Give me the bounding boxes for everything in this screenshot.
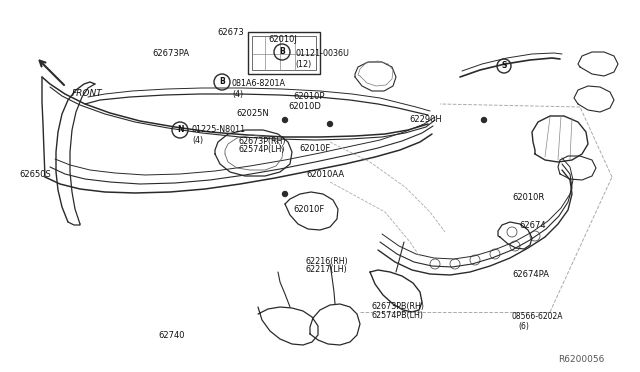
Bar	[252, 36, 316, 70]
Text: 62574P(LH): 62574P(LH)	[238, 145, 285, 154]
Text: N: N	[177, 125, 183, 135]
Text: 62216(RH): 62216(RH)	[306, 257, 349, 266]
Text: 081A6-8201A: 081A6-8201A	[232, 80, 286, 89]
Circle shape	[481, 118, 486, 122]
Text: 62010F: 62010F	[300, 144, 331, 153]
Text: 62290H: 62290H	[410, 115, 442, 124]
Text: 01225-N8011: 01225-N8011	[192, 125, 246, 135]
Text: (12): (12)	[295, 60, 311, 68]
Text: 62673PA: 62673PA	[152, 49, 189, 58]
Bar	[248, 32, 320, 74]
Text: 01121-0036U: 01121-0036U	[295, 49, 349, 58]
Text: 62673: 62673	[218, 28, 244, 37]
Circle shape	[328, 122, 333, 126]
Text: 62010P: 62010P	[293, 92, 324, 101]
Text: FRONT: FRONT	[72, 90, 103, 99]
Text: 62674PA: 62674PA	[512, 270, 549, 279]
Text: S: S	[501, 61, 507, 71]
Circle shape	[282, 192, 287, 196]
Text: B: B	[279, 48, 285, 57]
Text: 62217(LH): 62217(LH)	[306, 265, 348, 274]
Text: (4): (4)	[192, 135, 203, 144]
Text: 62650S: 62650S	[19, 170, 51, 179]
Text: 62673PB(RH): 62673PB(RH)	[371, 302, 424, 311]
Text: R6200056: R6200056	[558, 356, 604, 365]
Circle shape	[282, 118, 287, 122]
Text: 62025N: 62025N	[237, 109, 269, 118]
Text: 62674: 62674	[520, 221, 547, 230]
Text: B: B	[219, 77, 225, 87]
Text: 62010F: 62010F	[293, 205, 324, 214]
Text: 62010R: 62010R	[512, 193, 544, 202]
Text: (6): (6)	[518, 322, 529, 331]
Text: 62010D: 62010D	[288, 102, 321, 110]
Text: 62010J: 62010J	[269, 35, 298, 44]
Text: 62010AA: 62010AA	[306, 170, 344, 179]
Text: (4): (4)	[232, 90, 243, 99]
Text: 08566-6202A: 08566-6202A	[512, 312, 563, 321]
Text: 62574PB(LH): 62574PB(LH)	[371, 311, 423, 320]
Text: 62740: 62740	[159, 331, 185, 340]
Text: 62673P(RH): 62673P(RH)	[238, 137, 285, 146]
